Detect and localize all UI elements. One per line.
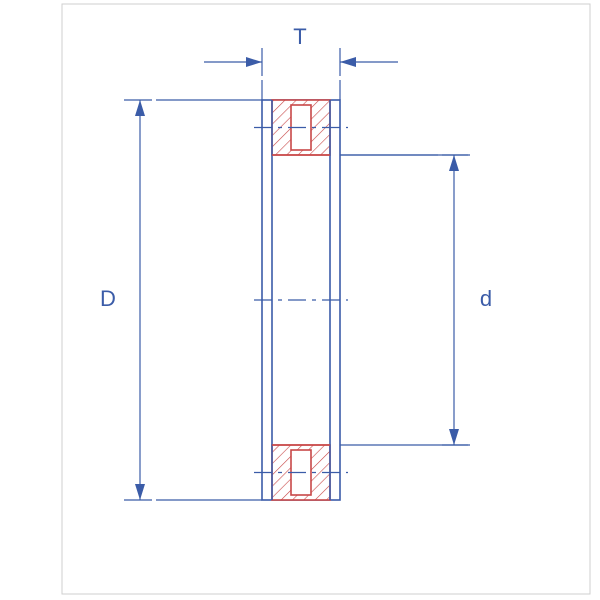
label-D: D bbox=[100, 286, 116, 311]
label-T: T bbox=[293, 24, 306, 49]
bearing-cross-section bbox=[254, 100, 348, 500]
label-d: d bbox=[480, 286, 492, 311]
dimensions: T Dd bbox=[100, 24, 492, 500]
